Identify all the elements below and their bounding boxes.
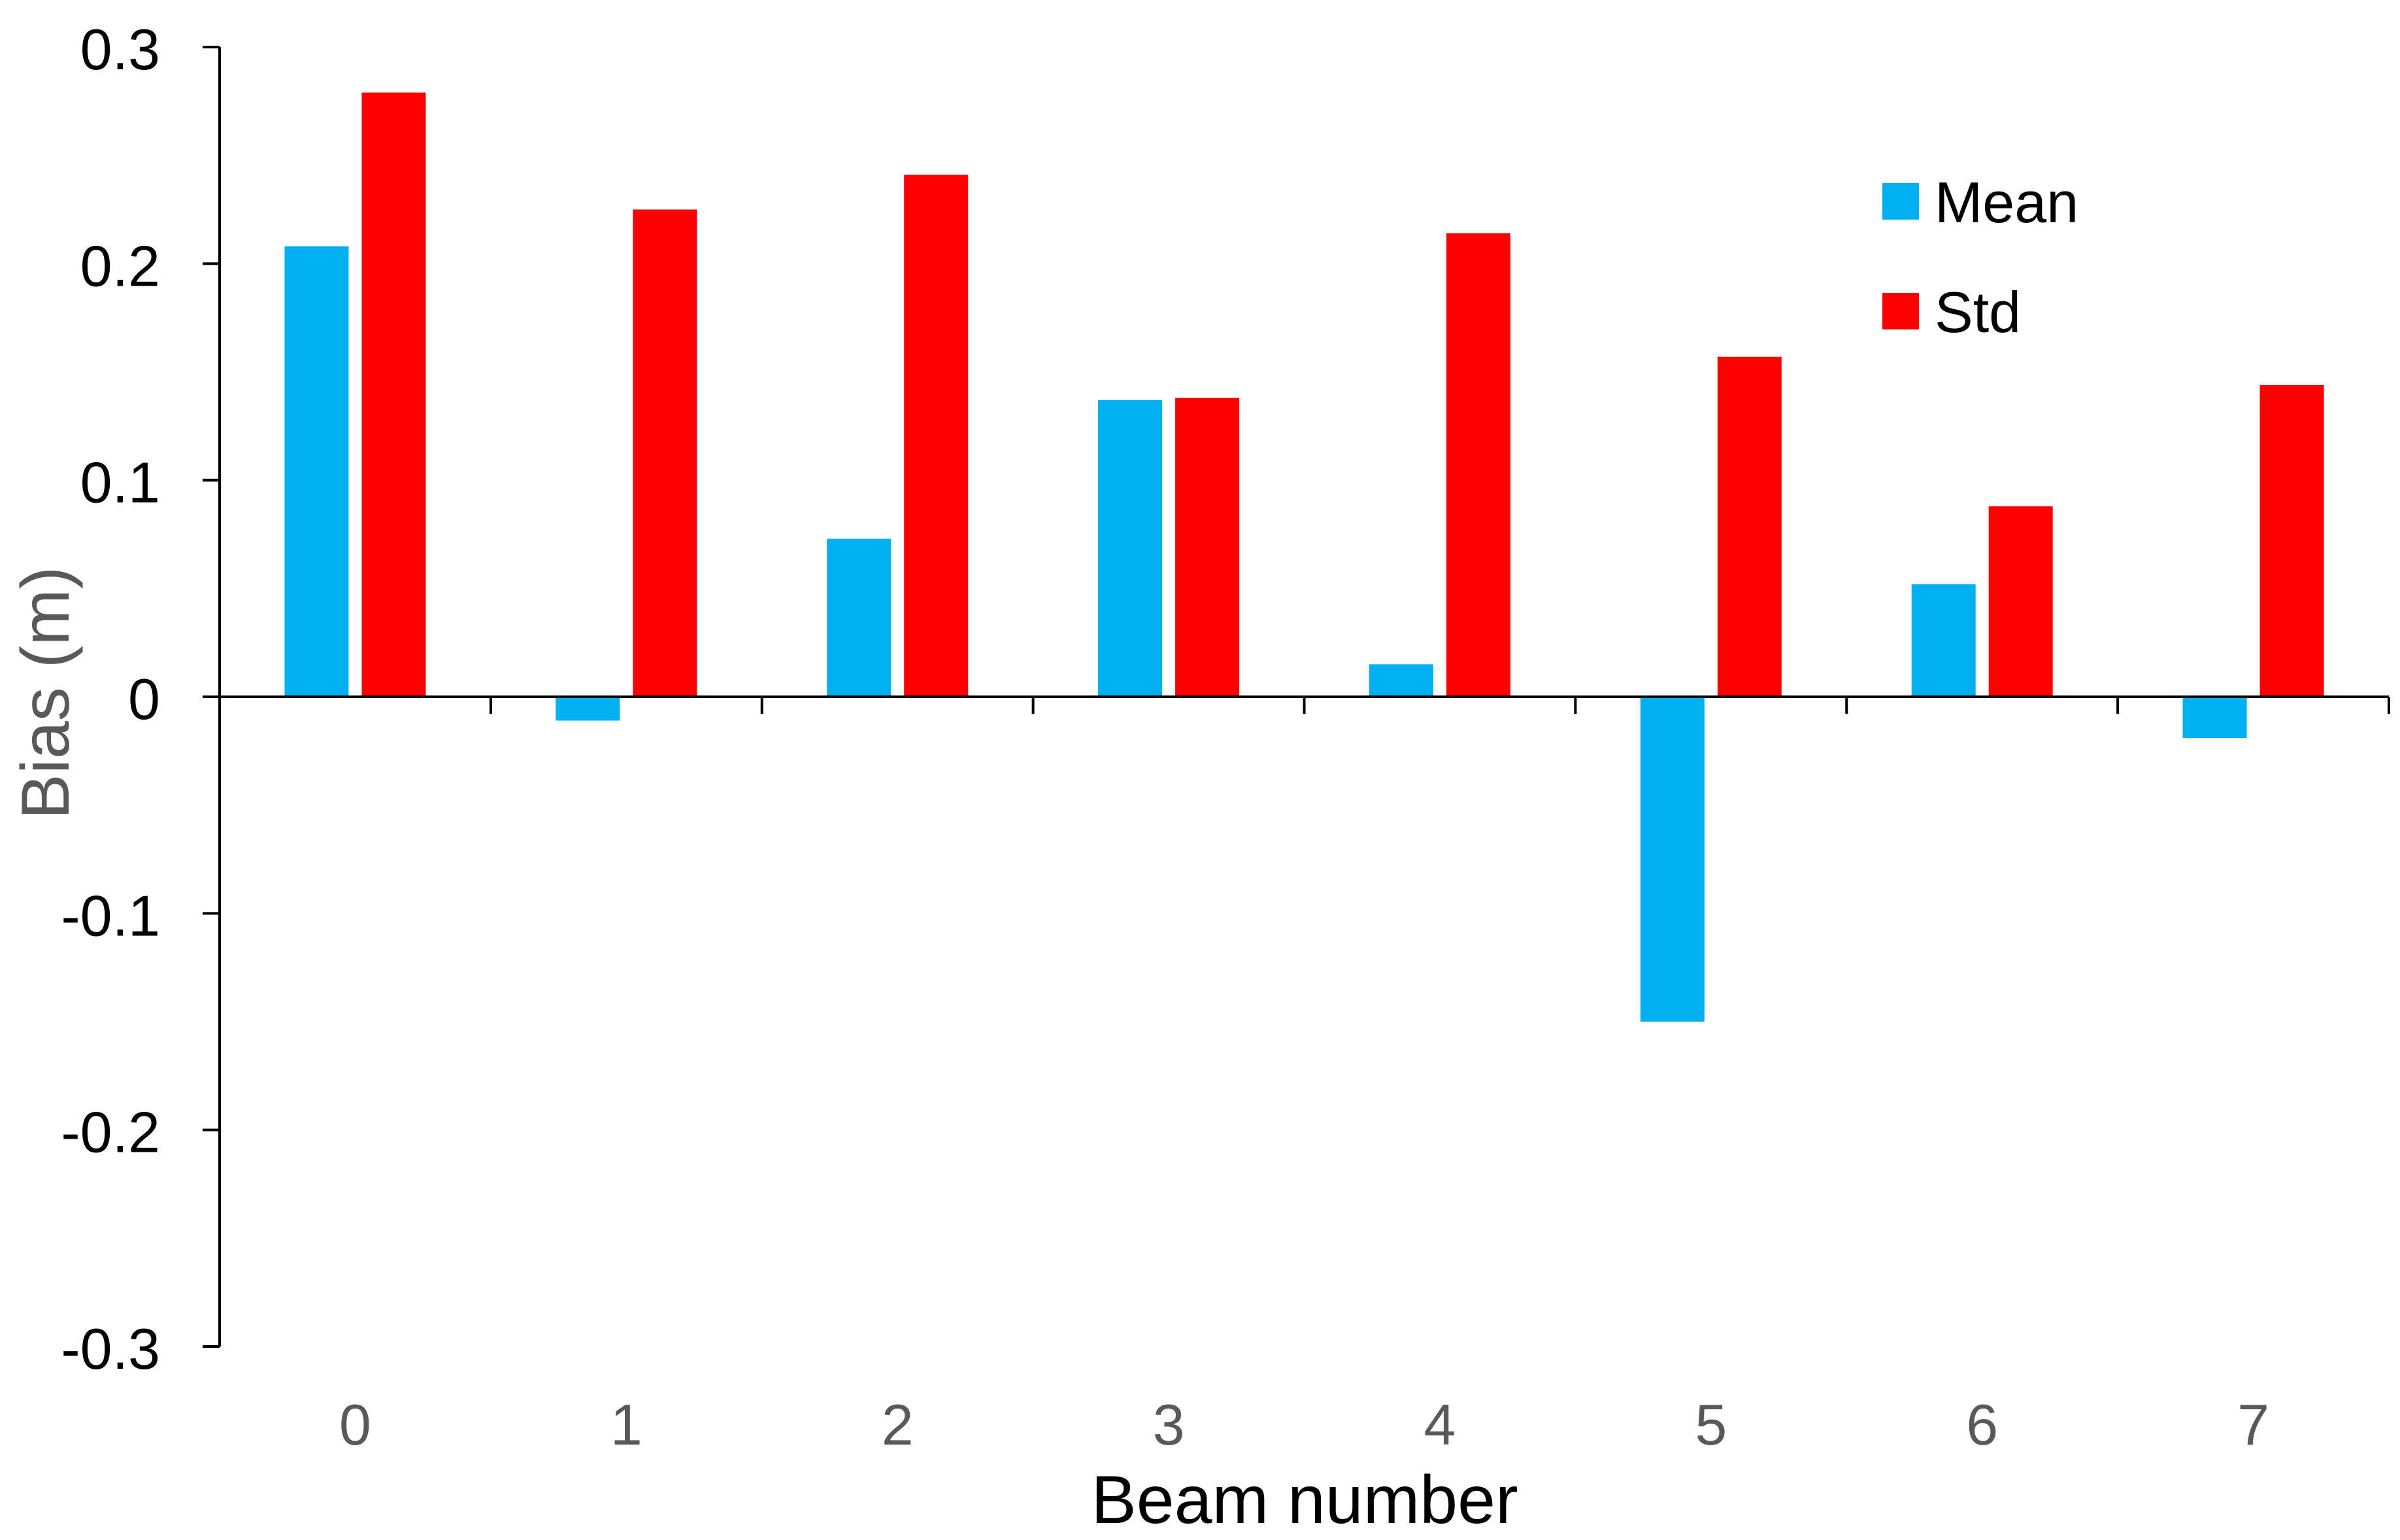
x-tick-label: 3 (1153, 1392, 1185, 1457)
bar-mean-0 (284, 246, 349, 697)
legend: Mean Std (1882, 170, 2078, 344)
bar-mean-4 (1369, 664, 1433, 697)
bar-std-1 (633, 209, 697, 697)
y-tick-label: -0.3 (61, 1316, 160, 1381)
y-tick-labels: -0.3 -0.2 -0.1 0 0.1 0.2 0.3 (61, 17, 160, 1381)
x-tick-label: 0 (339, 1392, 371, 1457)
bar-mean-1 (556, 697, 620, 721)
bars-layer (284, 92, 2324, 1022)
bar-std-6 (1988, 506, 2053, 697)
y-tick-label: -0.2 (61, 1100, 160, 1165)
y-tick-label: -0.1 (61, 883, 160, 948)
legend-swatch-std (1882, 293, 1919, 329)
x-tick-label: 1 (610, 1392, 642, 1457)
bar-std-0 (361, 92, 426, 697)
bar-std-2 (904, 175, 969, 697)
x-axis-label: Beam number (1091, 1462, 1518, 1537)
y-axis-label: Bias (m) (8, 566, 84, 819)
legend-swatch-mean (1882, 183, 1919, 220)
axes-layer (203, 46, 2390, 1348)
x-tick-label: 5 (1695, 1392, 1727, 1457)
x-tick-labels: 0 1 2 3 4 5 6 7 (339, 1392, 2269, 1457)
bar-mean-7 (2182, 697, 2247, 738)
bar-mean-3 (1098, 400, 1163, 697)
y-tick-label: 0.3 (80, 17, 160, 82)
legend-label-std: Std (1935, 280, 2021, 344)
bar-mean-6 (1911, 584, 1976, 697)
bar-mean-2 (827, 539, 892, 697)
bar-std-3 (1175, 397, 1240, 697)
x-tick-label: 2 (882, 1392, 914, 1457)
legend-label-mean: Mean (1935, 170, 2078, 235)
bar-mean-5 (1640, 697, 1705, 1022)
bar-std-4 (1446, 233, 1510, 697)
x-tick-label: 4 (1424, 1392, 1456, 1457)
y-tick-label: 0.1 (80, 450, 160, 515)
y-tick-label: 0 (128, 667, 160, 731)
bar-std-7 (2259, 384, 2324, 697)
bar-std-5 (1717, 356, 1782, 697)
x-tick-label: 6 (1966, 1392, 1998, 1457)
x-tick-label: 7 (2237, 1392, 2269, 1457)
y-tick-label: 0.2 (80, 233, 160, 298)
